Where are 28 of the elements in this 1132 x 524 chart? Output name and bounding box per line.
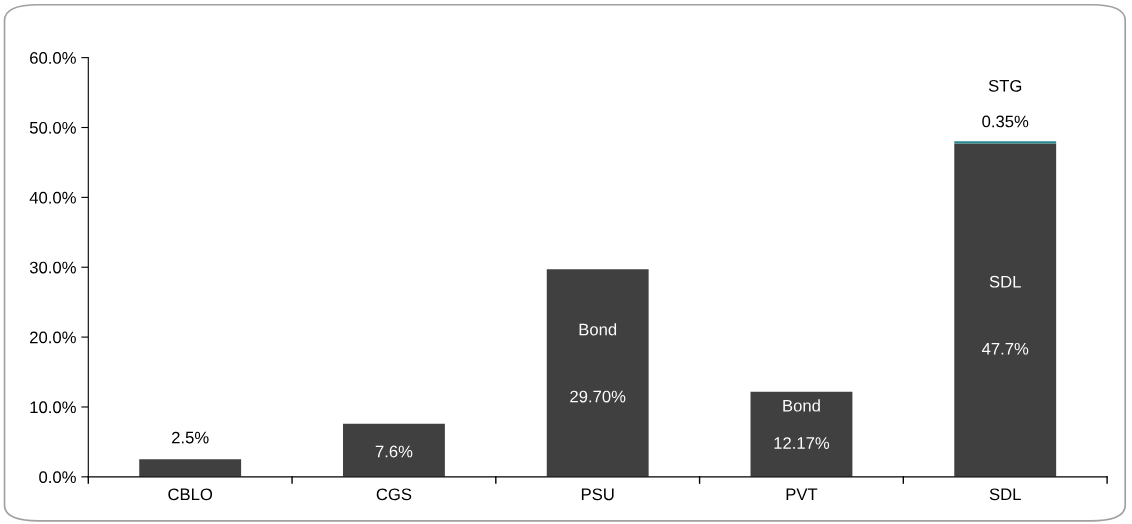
- x-tick-label: SDL: [989, 488, 1021, 501]
- data-label: 29.70%: [570, 390, 626, 403]
- series-label: Bond: [783, 399, 820, 412]
- data-label: 47.7%: [981, 342, 1029, 355]
- series-label: SDL: [989, 275, 1021, 288]
- y-tick-label: 10.0%: [30, 401, 76, 414]
- bar: [750, 391, 853, 477]
- text: Bond: [579, 323, 617, 336]
- data-label: 2.5%: [172, 431, 209, 444]
- y-tick-label: 40.0%: [29, 191, 76, 204]
- x-tick-label: PSU: [581, 488, 614, 501]
- y-tick-label: 30.0%: [29, 261, 76, 274]
- bar: [546, 269, 649, 477]
- data-label: 0.35%: [982, 115, 1029, 128]
- x-tick-label: CGS: [376, 488, 412, 501]
- x-tick-label: PVT: [786, 488, 818, 501]
- bar: [343, 423, 445, 477]
- bar: [954, 141, 1057, 144]
- bar: [954, 143, 1057, 477]
- y-tick-label: 60.0%: [30, 52, 76, 64]
- bar: [139, 459, 242, 477]
- x-tick-label: CBLO: [168, 488, 213, 501]
- y-tick-label: 0.0%: [39, 471, 76, 484]
- y-tick-label: 50.0%: [29, 121, 76, 134]
- text: STG: [988, 79, 1022, 92]
- data-label: 12.17%: [774, 437, 830, 449]
- y-tick-label: 20.0%: [30, 331, 76, 344]
- data-label: 7.6%: [375, 445, 413, 458]
